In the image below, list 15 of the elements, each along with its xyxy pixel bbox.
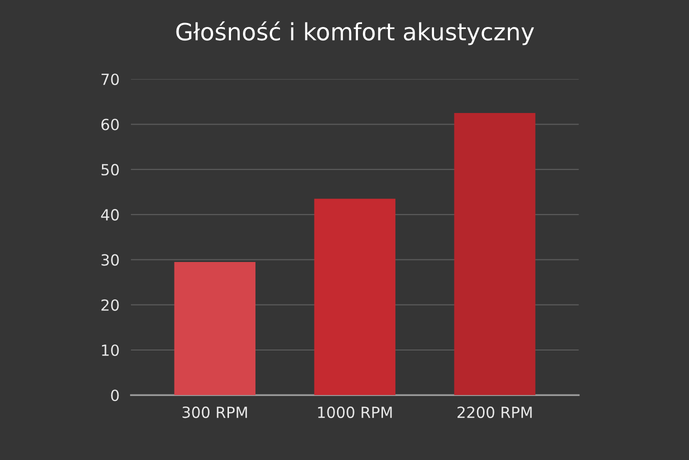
y-tick-label: 50: [102, 164, 119, 176]
x-tick-label: 1000 RPM: [318, 406, 392, 418]
y-tick-label: 10: [102, 344, 119, 356]
bar: [454, 112, 536, 396]
chart-title: Głośność i komfort akustyczny: [176, 21, 534, 46]
y-tick-label: 40: [101, 209, 119, 221]
x-tick-label: 300 RPM: [182, 406, 247, 418]
x-tick-label: 2200 RPM: [458, 406, 532, 418]
bar: [314, 198, 396, 396]
bar: [174, 262, 256, 396]
y-tick-label: 70: [102, 74, 119, 86]
y-tick-label: 20: [101, 299, 119, 311]
y-tick-label: 0: [111, 390, 119, 402]
y-tick-label: 30: [102, 254, 119, 266]
y-tick-label: 60: [101, 118, 119, 130]
